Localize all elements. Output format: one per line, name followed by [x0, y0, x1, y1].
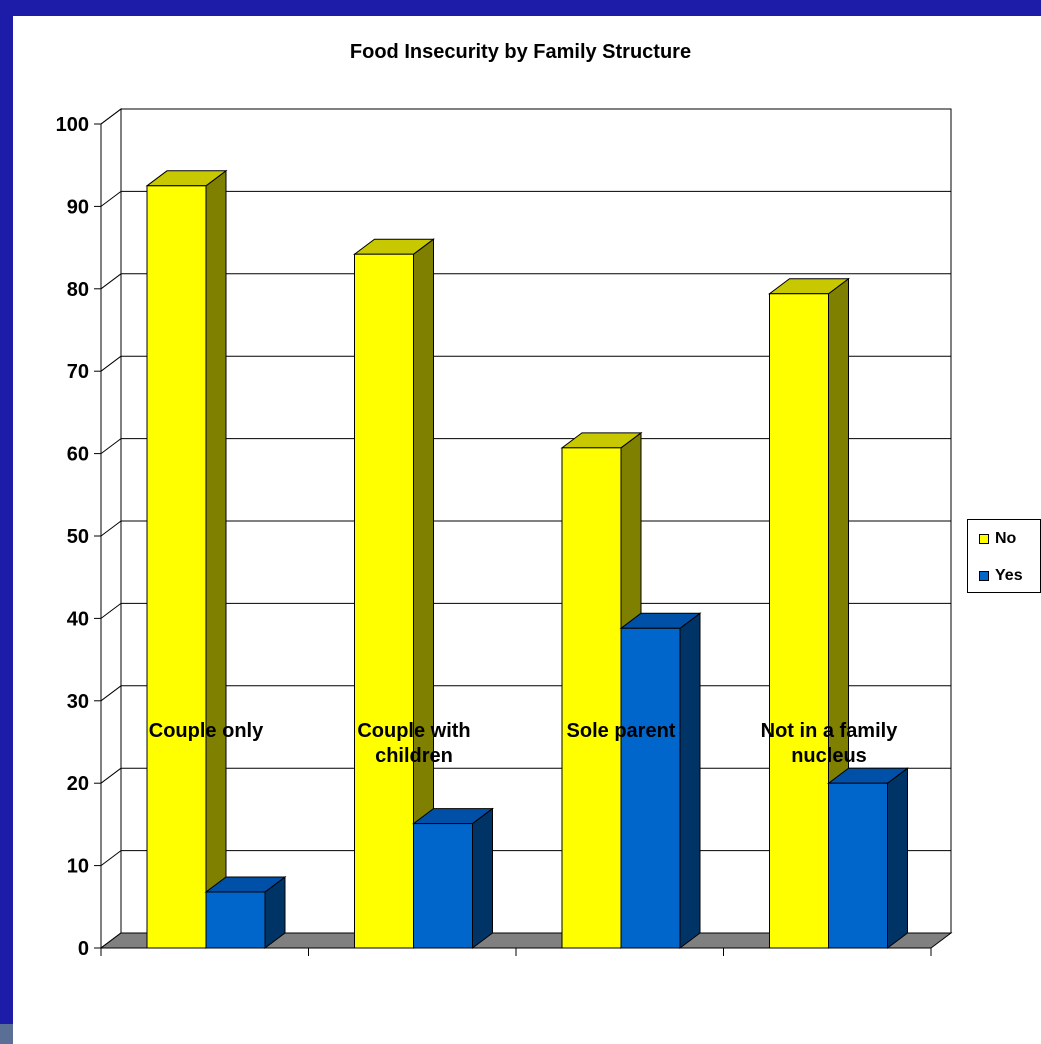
x-tick-label-couple-with-children: Couple with children — [357, 720, 471, 767]
bar-yes-not-in-a-family-nucleus-side — [887, 767, 908, 949]
gridline-side — [100, 108, 122, 125]
y-tick-label: 50 — [67, 526, 89, 548]
bar-yes-sole-parent-front — [620, 627, 681, 949]
y-tick-label: 60 — [67, 444, 89, 466]
gridline-side — [100, 685, 122, 702]
gridline-side — [100, 273, 122, 290]
gridline-side — [100, 355, 122, 372]
bar-yes-couple-with-children-side — [472, 807, 493, 949]
gridline-side — [100, 850, 122, 866]
gridline-side — [100, 520, 122, 537]
bar-no-couple-only-front — [146, 185, 207, 949]
y-tick-label: 80 — [67, 279, 89, 301]
bar-yes-couple-with-children-front — [413, 823, 473, 949]
y-tick-label: 30 — [67, 691, 89, 713]
y-tick-label: 100 — [56, 114, 89, 136]
bar-yes-not-in-a-family-nucleus — [827, 767, 909, 949]
y-tick-label: 90 — [67, 196, 89, 218]
legend-label-no: No — [995, 530, 1017, 547]
legend-label-yes: Yes — [995, 567, 1023, 584]
bar-yes-couple-only — [204, 875, 287, 949]
x-tick-label-sole-parent: Sole parent — [566, 720, 676, 742]
legend-swatch-yes — [979, 571, 989, 581]
bar-yes-not-in-a-family-nucleus-front — [828, 782, 888, 949]
x-tick-label-not-in-family-nucleus: Not in a family nucleus — [760, 720, 898, 767]
gridline-side — [100, 190, 122, 207]
y-tick-label: 10 — [67, 856, 89, 878]
gridline-side — [100, 438, 122, 455]
bar-yes-sole-parent-side — [679, 612, 701, 949]
bar-no-couple-with-children — [353, 238, 435, 949]
gridline-side — [100, 603, 122, 619]
y-tick-label: 20 — [67, 773, 89, 795]
chart-legend: No Yes — [967, 519, 1041, 593]
legend-swatch-no — [979, 534, 989, 544]
bar-yes-sole-parent — [619, 612, 702, 949]
y-tick-label: 70 — [67, 361, 89, 383]
chart-title: Food Insecurity by Family Structure — [349, 41, 692, 63]
y-tick-label: 40 — [67, 608, 89, 630]
y-tick-label: 0 — [78, 938, 89, 960]
bar-no-not-in-a-family-nucleus-front — [769, 293, 829, 949]
bar-no-couple-with-children-front — [354, 253, 414, 949]
x-tick-label-couple-only: Couple only — [148, 720, 264, 742]
gridline-side — [100, 767, 122, 784]
corner-decoration — [0, 1024, 13, 1044]
bar-no-couple-only — [145, 169, 228, 949]
bar-yes-couple-only-front — [205, 891, 266, 949]
bar-no-couple-only-side — [205, 169, 227, 949]
bar-no-sole-parent-front — [561, 447, 622, 949]
bar-yes-couple-with-children — [412, 807, 494, 949]
